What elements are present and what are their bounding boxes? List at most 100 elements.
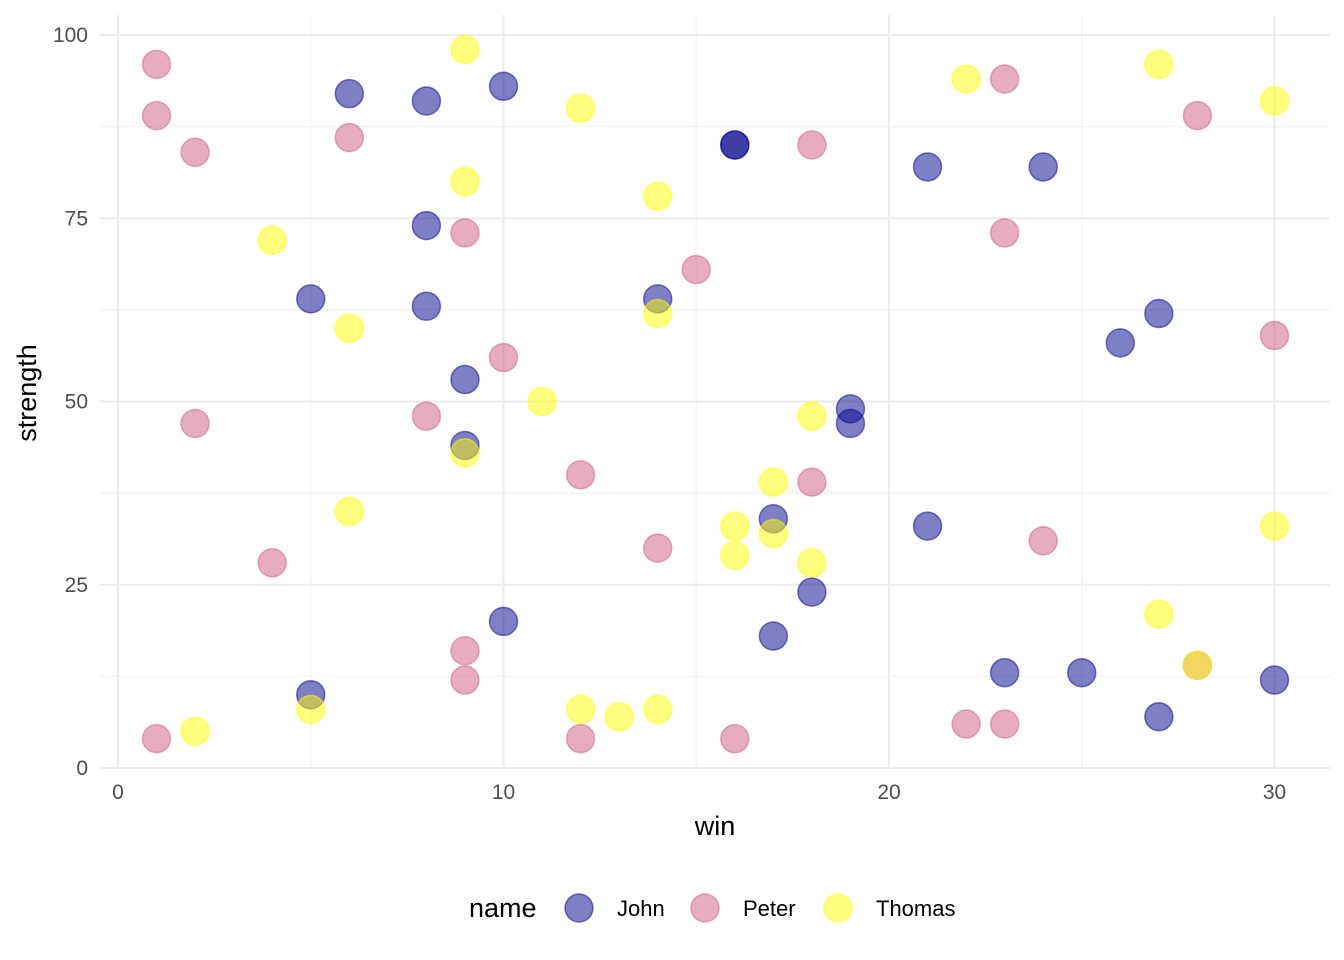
data-point xyxy=(912,152,943,182)
data-point xyxy=(527,386,557,417)
data-point xyxy=(1105,328,1136,358)
data-point xyxy=(951,64,981,94)
data-point xyxy=(411,86,442,116)
data-point xyxy=(488,342,519,373)
data-point xyxy=(296,694,326,725)
data-point xyxy=(180,716,210,747)
data-point xyxy=(257,225,287,255)
data-point xyxy=(450,218,480,248)
data-point xyxy=(951,709,981,739)
data-point xyxy=(411,291,442,321)
data-point xyxy=(1182,100,1213,131)
data-point xyxy=(797,130,827,160)
data-point xyxy=(1144,701,1174,732)
data-point xyxy=(450,166,480,197)
legend-item-thomas: Thomas xyxy=(823,893,955,923)
legend-key xyxy=(690,893,720,923)
data-point xyxy=(257,548,287,578)
grid-lines xyxy=(100,15,1330,769)
data-point xyxy=(141,723,172,754)
data-point xyxy=(334,122,365,153)
data-point xyxy=(720,540,750,571)
x-axis-title: win xyxy=(694,811,736,841)
data-point xyxy=(450,665,480,695)
data-point xyxy=(334,496,365,527)
data-point xyxy=(797,401,827,431)
series-thomas xyxy=(180,34,1290,747)
data-point xyxy=(565,460,596,490)
data-point xyxy=(565,723,596,754)
legend-items: John Peter Thomas xyxy=(564,893,955,923)
series-john xyxy=(296,71,1290,732)
data-point xyxy=(1028,152,1058,182)
data-point xyxy=(1144,49,1174,80)
data-point xyxy=(1144,599,1174,629)
data-point xyxy=(758,467,789,497)
data-point xyxy=(642,533,673,563)
data-point xyxy=(411,401,442,431)
data-point xyxy=(1028,526,1058,556)
data-point xyxy=(758,621,789,651)
data-point xyxy=(642,694,673,725)
data-point xyxy=(797,577,827,607)
legend-item-peter: Peter xyxy=(690,893,796,923)
data-point xyxy=(797,548,827,578)
data-point xyxy=(681,254,711,285)
data-point xyxy=(1259,86,1290,116)
data-point xyxy=(1259,511,1290,541)
legend: name John Peter Thomas xyxy=(469,893,955,923)
data-point xyxy=(180,408,210,439)
x-axis-ticks: 0 10 20 30 xyxy=(112,781,1286,804)
data-point xyxy=(989,657,1020,688)
data-point xyxy=(720,511,750,541)
data-point xyxy=(488,606,519,637)
data-point xyxy=(835,408,866,439)
data-point xyxy=(989,709,1020,739)
legend-label: Peter xyxy=(743,896,796,921)
x-tick-label: 10 xyxy=(492,781,515,804)
data-point xyxy=(180,137,210,168)
y-tick-label: 25 xyxy=(65,574,88,597)
data-point xyxy=(1182,650,1213,681)
legend-key xyxy=(564,893,594,923)
x-tick-label: 0 xyxy=(112,781,124,804)
data-point xyxy=(989,218,1020,248)
data-point xyxy=(1144,298,1174,329)
data-point xyxy=(141,100,172,131)
data-point xyxy=(565,694,596,725)
data-point xyxy=(411,210,442,241)
x-tick-label: 20 xyxy=(877,781,900,804)
data-point xyxy=(450,635,480,666)
data-point xyxy=(1259,320,1290,351)
y-tick-label: 75 xyxy=(65,207,88,230)
data-point xyxy=(296,284,326,314)
data-point xyxy=(720,723,750,754)
legend-item-john: John xyxy=(564,893,665,923)
y-axis-title: strength xyxy=(12,344,42,442)
x-tick-label: 30 xyxy=(1263,781,1286,804)
legend-title: name xyxy=(469,893,537,923)
data-point xyxy=(1067,657,1097,688)
data-point xyxy=(488,71,519,102)
data-point xyxy=(450,438,480,468)
y-axis-ticks: 0 25 50 75 100 xyxy=(53,24,88,780)
data-points xyxy=(141,34,1290,754)
data-point xyxy=(758,518,789,549)
data-point xyxy=(989,64,1020,94)
data-point xyxy=(720,130,750,160)
data-point xyxy=(797,467,827,497)
data-point xyxy=(912,511,943,541)
data-point xyxy=(334,313,365,343)
data-point xyxy=(604,701,634,732)
y-tick-label: 0 xyxy=(76,757,88,780)
data-point xyxy=(642,298,673,329)
y-tick-label: 100 xyxy=(53,24,88,47)
data-point xyxy=(141,49,172,80)
legend-label: John xyxy=(617,896,665,921)
legend-key xyxy=(823,893,853,923)
data-point xyxy=(334,78,365,109)
data-point xyxy=(642,181,673,212)
data-point xyxy=(450,364,480,395)
legend-label: Thomas xyxy=(876,896,955,921)
